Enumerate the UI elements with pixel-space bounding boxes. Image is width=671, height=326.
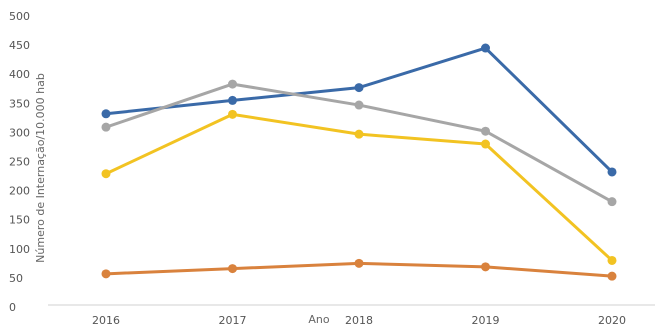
series-group [101, 258, 617, 281]
data-point [354, 100, 364, 110]
y-tick-label: 500 [9, 10, 30, 23]
data-point [481, 262, 490, 272]
data-point [228, 109, 237, 119]
series-group [101, 43, 617, 177]
data-point [101, 109, 111, 119]
data-point [101, 269, 111, 279]
series-group [101, 79, 617, 207]
series-line [104, 46, 614, 174]
data-point [481, 126, 490, 136]
y-tick-label: 50 [9, 272, 23, 285]
y-tick-label: 350 [9, 97, 30, 110]
data-point [101, 169, 111, 179]
series-layer [101, 43, 617, 281]
y-tick-label: 450 [9, 39, 30, 52]
data-point [607, 255, 617, 265]
x-axis-ticks: 2016 2017 2018 2019 2020 [92, 314, 626, 326]
y-tick-label: 0 [9, 301, 16, 314]
x-tick-label: 2019 [472, 314, 500, 326]
x-axis-title: Ano [308, 313, 329, 326]
y-tick-label: 300 [9, 126, 30, 139]
data-point [228, 95, 237, 105]
y-axis-title: Número de Internação/10.000 hab [34, 73, 47, 263]
data-point [228, 264, 237, 274]
data-point [354, 129, 364, 139]
y-tick-label: 100 [9, 243, 30, 256]
data-point [607, 167, 617, 177]
y-axis-ticks: 0 50 100 150 200 250 300 350 400 450 500 [9, 10, 30, 314]
data-point [607, 271, 617, 281]
y-tick-label: 250 [9, 156, 30, 169]
data-point [354, 83, 364, 93]
y-tick-label: 150 [9, 214, 30, 227]
data-point [354, 258, 364, 268]
data-point [481, 43, 490, 53]
x-tick-label: 2018 [345, 314, 373, 326]
y-tick-label: 200 [9, 185, 30, 198]
x-tick-label: 2020 [598, 314, 626, 326]
data-point [607, 197, 617, 207]
data-point [228, 79, 237, 89]
y-tick-label: 400 [9, 68, 30, 81]
x-tick-label: 2017 [219, 314, 247, 326]
data-point [481, 139, 490, 149]
series-group [101, 109, 617, 265]
data-point [101, 122, 111, 132]
x-tick-label: 2016 [92, 314, 120, 326]
